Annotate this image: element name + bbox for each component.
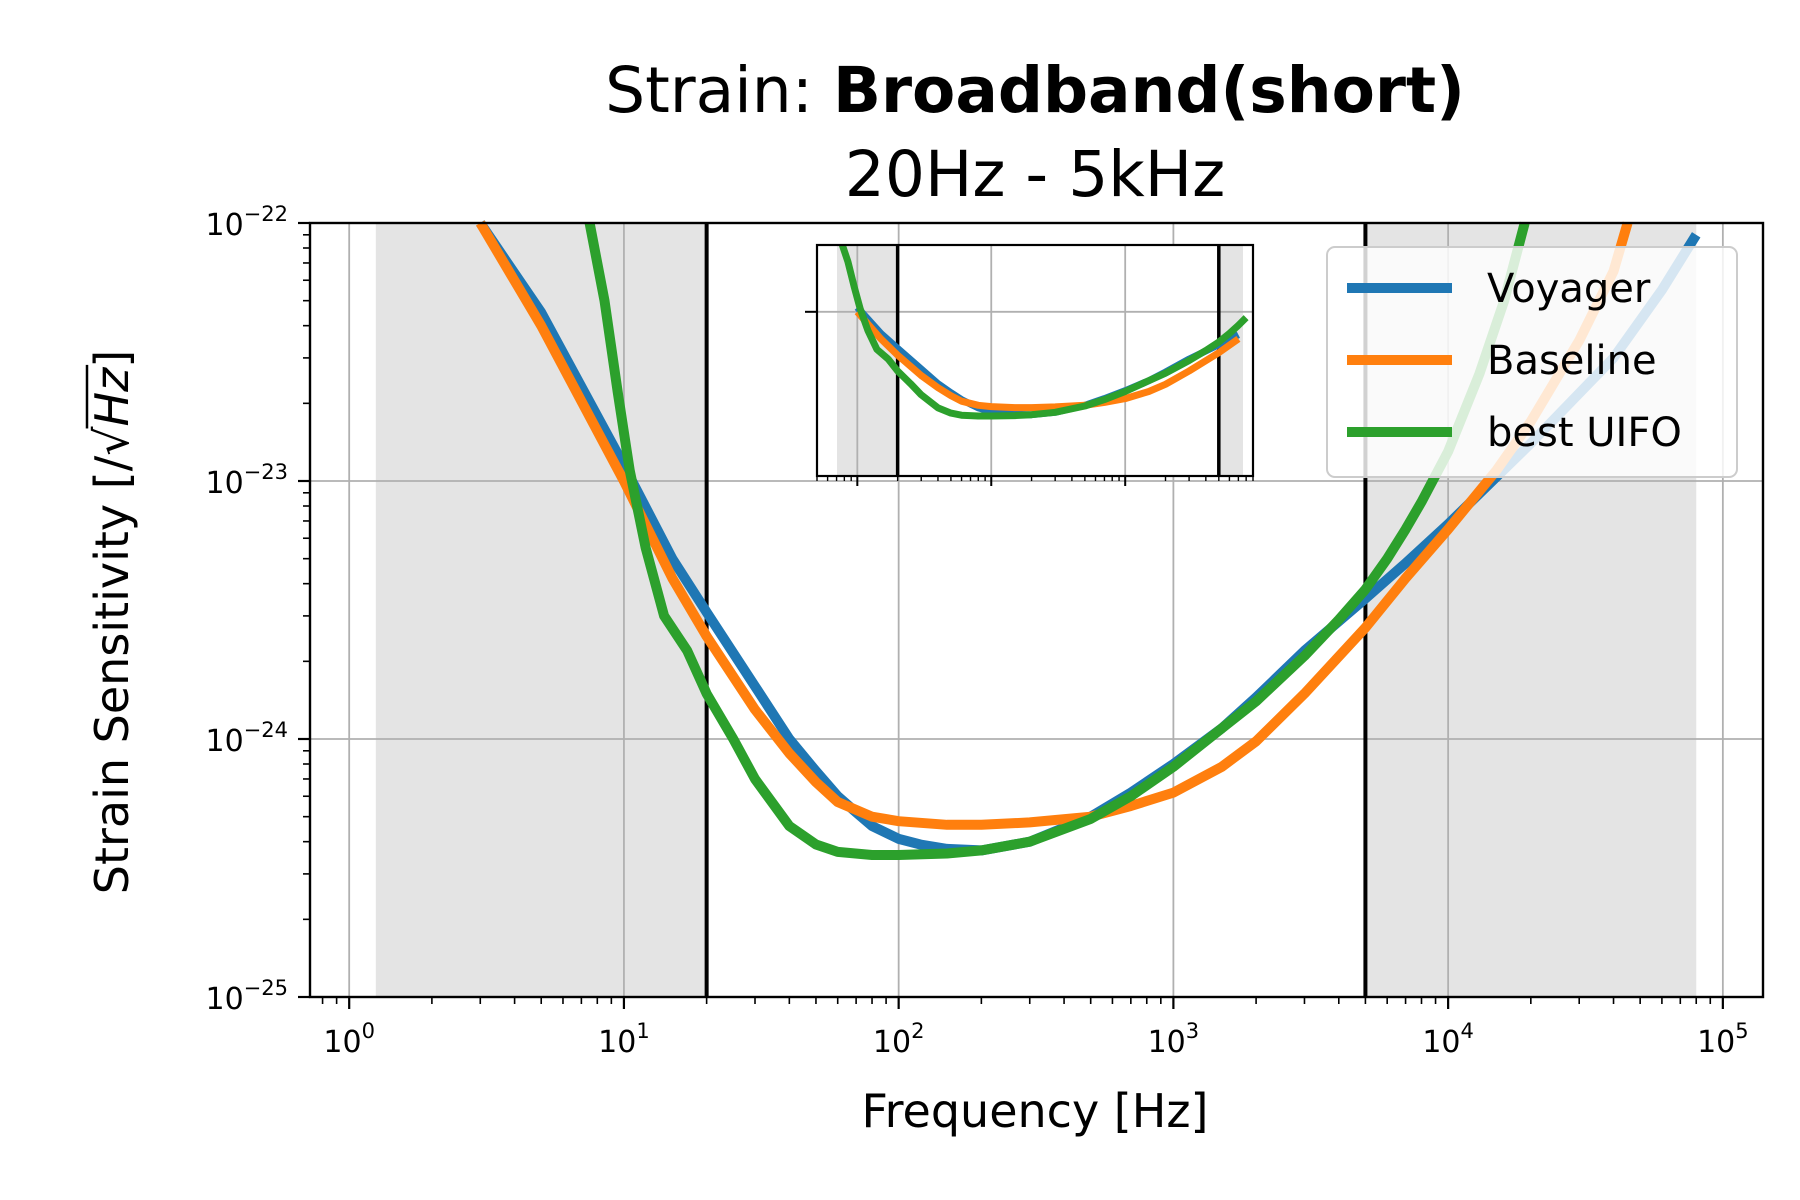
x-tick-label: 105	[1697, 1019, 1749, 1060]
x-tick-label: 101	[598, 1019, 650, 1060]
chart-subtitle: 20Hz - 5kHz	[845, 138, 1225, 211]
x-tick-label: 102	[873, 1019, 925, 1060]
inset-shaded-region-1	[1218, 245, 1243, 476]
plot-frame	[308, 221, 1765, 999]
series-lines	[475, 220, 1701, 860]
inset-plot	[805, 243, 1255, 486]
legend-box	[1326, 246, 1738, 478]
legend-label-baseline: Baseline	[1487, 338, 1657, 384]
inset-band-edge-lines	[895, 245, 1221, 476]
y-tick-label: 10−24	[205, 718, 288, 759]
shaded-region-0	[375, 223, 707, 997]
legend-label-best-uifo: best UIFO	[1487, 410, 1682, 456]
inset-series-lines	[838, 245, 1249, 420]
y-tick-label: 10−25	[205, 976, 288, 1017]
legend: Voyager Baseline best UIFO	[1326, 246, 1738, 478]
title-prefix: Strain:	[605, 54, 833, 127]
y-tick-labels: 10−25 10−24 10−23 10−22	[205, 202, 288, 1017]
chart-title: Strain: Broadband(short)	[605, 54, 1465, 127]
y-label-suffix: ]	[85, 350, 139, 368]
x-tick-label: 104	[1422, 1019, 1474, 1060]
x-tick-label: 103	[1148, 1019, 1200, 1060]
y-axis-label: Strain Sensitivity [/√Hz]	[85, 350, 139, 894]
inset-series-line-baseline	[854, 309, 1241, 412]
x-tick-label: 100	[323, 1019, 375, 1060]
y-tick-label: 10−23	[205, 460, 288, 501]
x-tick-labels: 100 101 102 103 104 105	[323, 1019, 1748, 1060]
inset-series-line-best-uifo	[838, 245, 1249, 420]
inset-frame	[815, 243, 1255, 478]
inset-grid-lines	[817, 245, 1253, 476]
y-tick-label: 10−22	[205, 202, 288, 243]
x-axis-label: Frequency [Hz]	[862, 1084, 1209, 1138]
axis-ticks	[298, 221, 1724, 1009]
title-bold: Broadband(short)	[833, 54, 1465, 127]
series-line-baseline	[475, 220, 1633, 830]
y-label-radicand: Hz	[85, 367, 139, 427]
series-line-best-uifo	[584, 221, 1530, 860]
legend-label-voyager: Voyager	[1487, 266, 1651, 312]
y-axis-label-text: Strain Sensitivity [/√Hz]	[85, 350, 139, 894]
sqrt-symbol: √	[85, 426, 139, 456]
y-label-prefix: Strain Sensitivity [/	[85, 455, 139, 894]
